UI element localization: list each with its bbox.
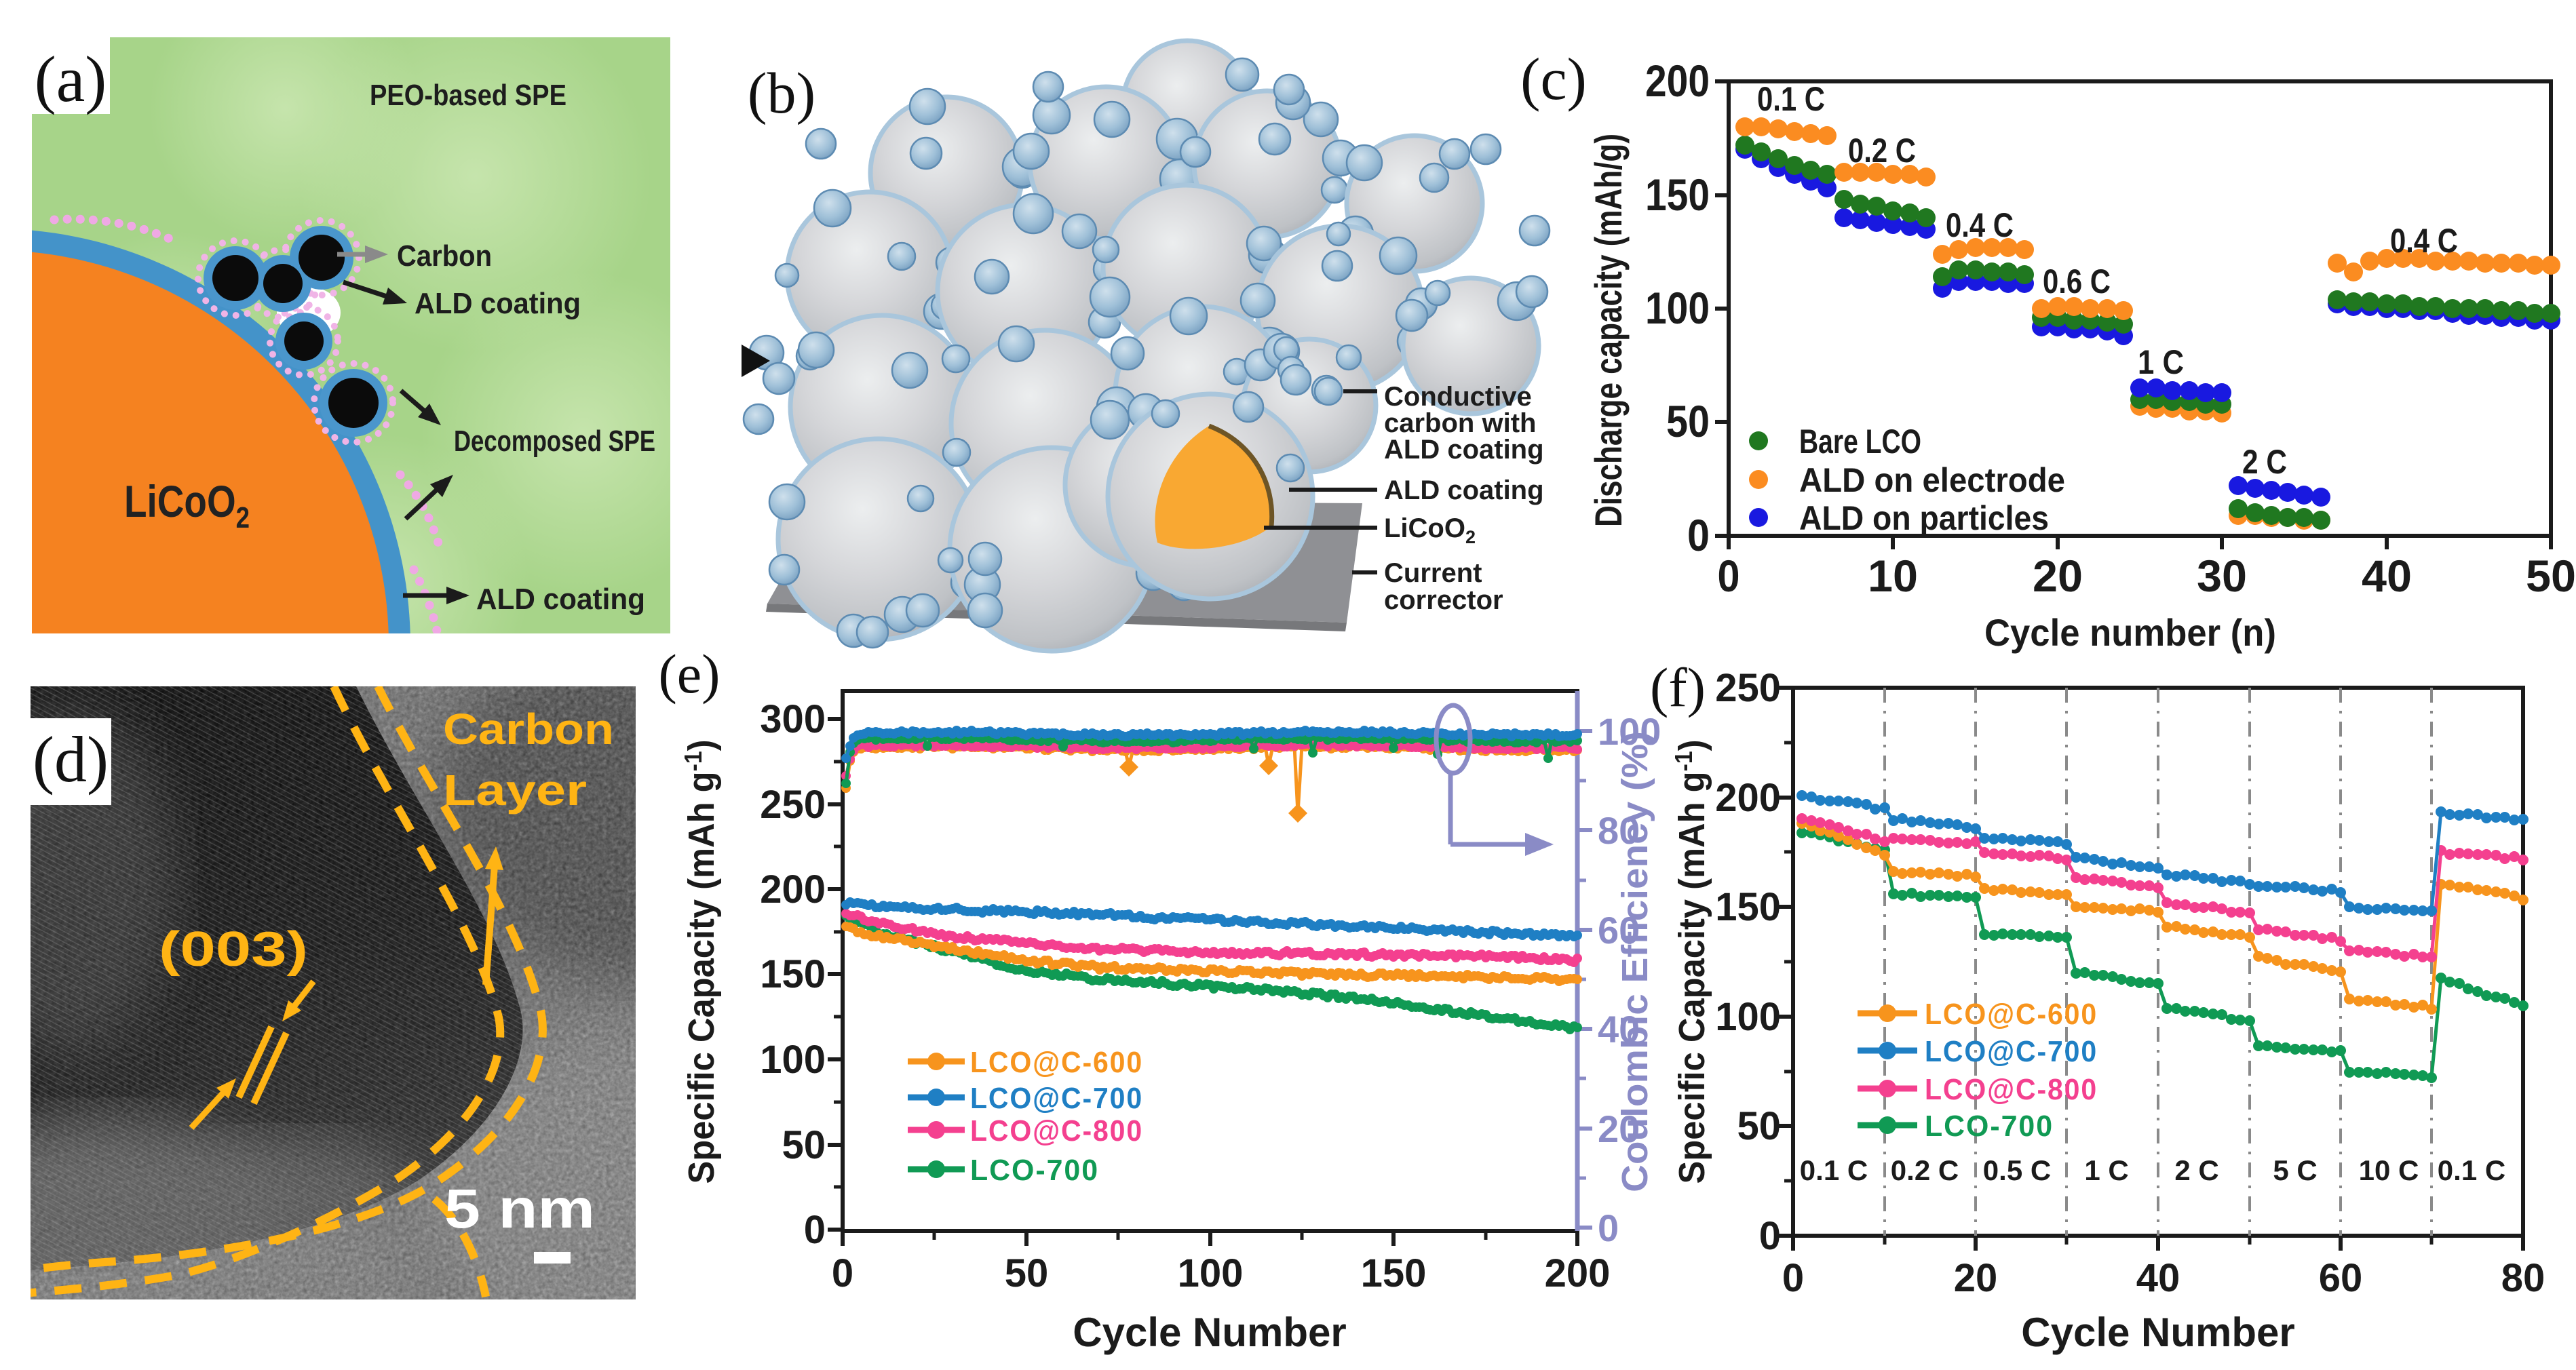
svg-text:5 C: 5 C — [2273, 1154, 2317, 1186]
svg-text:0: 0 — [1759, 1214, 1781, 1258]
svg-text:LCO@C-800: LCO@C-800 — [970, 1114, 1143, 1148]
svg-text:Cycle Number: Cycle Number — [1073, 1310, 1346, 1355]
svg-text:LCO@C-700: LCO@C-700 — [1925, 1035, 2098, 1068]
svg-text:50: 50 — [2526, 551, 2576, 601]
svg-text:150: 150 — [1645, 170, 1710, 220]
svg-text:250: 250 — [1715, 666, 1781, 710]
svg-text:LCO@C-600: LCO@C-600 — [1925, 998, 2098, 1031]
svg-text:(f): (f) — [1650, 657, 1706, 718]
svg-text:0: 0 — [1718, 551, 1740, 601]
svg-text:5 nm: 5 nm — [444, 1178, 595, 1240]
svg-text:ALD on particles: ALD on particles — [1799, 499, 2049, 537]
svg-text:0.6 C: 0.6 C — [2043, 262, 2111, 300]
svg-text:Bare LCO: Bare LCO — [1799, 423, 1921, 461]
svg-text:Layer: Layer — [443, 766, 587, 815]
svg-text:10: 10 — [1868, 551, 1918, 601]
svg-text:150: 150 — [1715, 885, 1781, 929]
svg-text:LCO@C-800: LCO@C-800 — [1925, 1073, 2098, 1106]
svg-text:0: 0 — [832, 1251, 853, 1295]
svg-text:60: 60 — [1598, 909, 1640, 952]
svg-text:150: 150 — [1361, 1251, 1427, 1295]
svg-text:0.4 C: 0.4 C — [2390, 222, 2458, 260]
svg-text:300: 300 — [760, 697, 826, 741]
svg-text:250: 250 — [760, 783, 826, 827]
svg-text:Conductive: Conductive — [1384, 382, 1532, 412]
svg-text:20: 20 — [2033, 551, 2083, 601]
svg-text:LCO@C-700: LCO@C-700 — [970, 1082, 1143, 1115]
svg-text:Coulombic Efficiency (%): Coulombic Efficiency (%) — [1615, 731, 1655, 1192]
svg-text:40: 40 — [2362, 551, 2412, 601]
svg-text:Cycle Number: Cycle Number — [2021, 1310, 2294, 1355]
svg-text:100: 100 — [1715, 995, 1781, 1039]
svg-text:0: 0 — [1782, 1256, 1804, 1300]
svg-text:100: 100 — [1598, 710, 1661, 753]
svg-text:ALD on electrode: ALD on electrode — [1799, 461, 2065, 499]
svg-text:200: 200 — [760, 867, 826, 912]
svg-text:corrector: corrector — [1384, 585, 1503, 615]
svg-text:ALD coating: ALD coating — [415, 287, 581, 320]
svg-text:150: 150 — [760, 952, 826, 996]
svg-text:200: 200 — [1715, 776, 1781, 820]
svg-text:20: 20 — [1954, 1256, 1998, 1300]
svg-text:50: 50 — [1737, 1104, 1781, 1148]
svg-text:carbon with: carbon with — [1384, 408, 1536, 438]
svg-text:80: 80 — [2501, 1256, 2545, 1300]
svg-text:2 C: 2 C — [2242, 443, 2287, 481]
svg-text:LiCoO2: LiCoO2 — [124, 476, 250, 534]
svg-text:100: 100 — [1645, 283, 1710, 333]
svg-text:ALD coating: ALD coating — [476, 583, 645, 616]
svg-text:30: 30 — [2197, 551, 2247, 601]
svg-text:50: 50 — [1666, 396, 1710, 446]
svg-text:PEO-based SPE: PEO-based SPE — [370, 79, 566, 112]
svg-text:LCO-700: LCO-700 — [970, 1154, 1099, 1187]
svg-text:2 C: 2 C — [2174, 1154, 2218, 1186]
svg-text:LCO@C-600: LCO@C-600 — [970, 1046, 1143, 1079]
svg-text:Cycle number (n): Cycle number (n) — [1984, 611, 2276, 654]
svg-text:LiCoO2: LiCoO2 — [1384, 513, 1476, 547]
svg-text:100: 100 — [760, 1038, 826, 1082]
svg-text:ALD coating: ALD coating — [1384, 435, 1544, 465]
svg-text:1 C: 1 C — [2084, 1154, 2128, 1186]
svg-text:50: 50 — [1005, 1251, 1049, 1295]
svg-text:0.1 C: 0.1 C — [1757, 80, 1825, 118]
svg-text:0.1 C: 0.1 C — [2438, 1154, 2505, 1186]
svg-text:(c): (c) — [1520, 47, 1587, 113]
svg-text:40: 40 — [2136, 1256, 2180, 1300]
svg-text:LCO-700: LCO-700 — [1925, 1110, 2054, 1143]
svg-text:(d): (d) — [33, 723, 109, 796]
svg-text:200: 200 — [1645, 56, 1710, 106]
svg-text:ALD coating: ALD coating — [1384, 475, 1544, 505]
svg-text:(a): (a) — [35, 43, 107, 115]
svg-text:Current: Current — [1384, 558, 1482, 588]
svg-text:80: 80 — [1598, 809, 1640, 852]
svg-text:1 C: 1 C — [2138, 343, 2184, 381]
svg-text:0: 0 — [1598, 1207, 1619, 1249]
svg-text:Carbon: Carbon — [443, 705, 614, 754]
svg-text:0.4 C: 0.4 C — [1946, 206, 2014, 244]
svg-text:0: 0 — [804, 1208, 826, 1252]
svg-text:(e): (e) — [658, 643, 720, 705]
svg-text:20: 20 — [1598, 1108, 1640, 1150]
svg-text:Specific Capacity (mAh g-1): Specific Capacity (mAh g-1) — [1670, 740, 1712, 1184]
svg-text:0.2 C: 0.2 C — [1891, 1154, 1959, 1186]
svg-text:0.1 C: 0.1 C — [1800, 1154, 1868, 1186]
svg-text:200: 200 — [1545, 1251, 1611, 1295]
svg-text:Discharge capacity (mAh/g): Discharge capacity (mAh/g) — [1587, 134, 1630, 527]
svg-text:40: 40 — [1598, 1008, 1640, 1051]
svg-text:0.2 C: 0.2 C — [1848, 132, 1916, 170]
svg-text:10 C: 10 C — [2359, 1154, 2419, 1186]
svg-text:Carbon: Carbon — [397, 239, 492, 273]
svg-text:(b): (b) — [748, 60, 815, 125]
svg-text:100: 100 — [1178, 1251, 1244, 1295]
svg-text:0: 0 — [1687, 510, 1710, 560]
svg-text:60: 60 — [2319, 1256, 2363, 1300]
svg-text:0.5 C: 0.5 C — [1983, 1154, 2051, 1186]
svg-text:50: 50 — [782, 1123, 826, 1167]
svg-text:Specific Capacity (mAh g-1): Specific Capacity (mAh g-1) — [679, 740, 722, 1184]
svg-text:Decomposed SPE: Decomposed SPE — [454, 425, 655, 458]
svg-text:(003): (003) — [159, 922, 308, 977]
